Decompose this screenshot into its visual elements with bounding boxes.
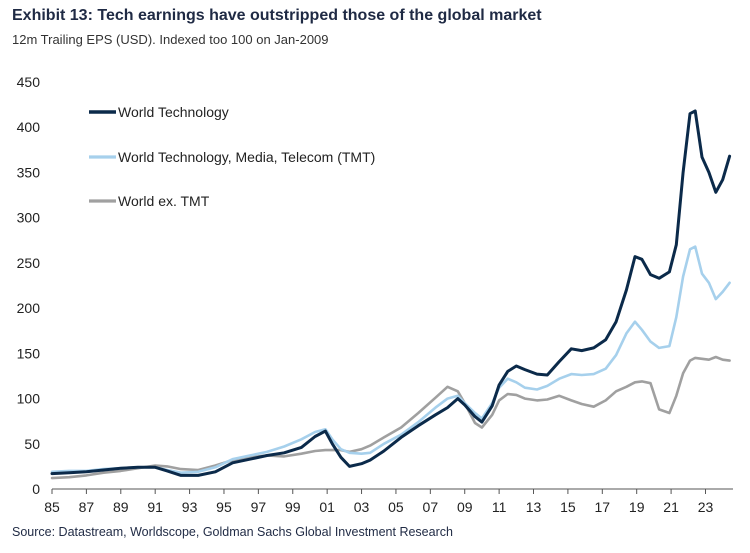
x-tick-label: 09 <box>457 499 473 515</box>
y-tick-label: 50 <box>24 436 40 452</box>
x-tick-label: 19 <box>629 499 645 515</box>
x-tick-label: 01 <box>319 499 335 515</box>
x-tick-label: 21 <box>663 499 679 515</box>
y-tick-label: 250 <box>17 255 41 271</box>
x-tick-label: 91 <box>147 499 163 515</box>
source-note: Source: Datastream, Worldscope, Goldman … <box>12 525 453 539</box>
x-tick-label: 17 <box>595 499 611 515</box>
chart-subtitle: 12m Trailing EPS (USD). Indexed too 100 … <box>12 32 329 47</box>
x-tick-label: 87 <box>79 499 95 515</box>
y-tick-label: 300 <box>17 210 41 226</box>
legend: World Technology World Technology, Media,… <box>89 104 375 209</box>
legend-label: World Technology, Media, Telecom (TMT) <box>118 149 375 165</box>
series-line-0 <box>50 109 732 477</box>
series-line-1 <box>50 245 731 474</box>
y-tick-label: 200 <box>17 300 41 316</box>
chart-title: Exhibit 13: Tech earnings have outstripp… <box>12 7 542 24</box>
x-tick-label: 85 <box>44 499 60 515</box>
x-tick-label: 93 <box>182 499 198 515</box>
x-tick-label: 99 <box>285 499 301 515</box>
x-tick-label: 03 <box>354 499 370 515</box>
y-tick-label: 100 <box>17 391 41 407</box>
x-tick-label: 07 <box>423 499 439 515</box>
legend-label: World ex. TMT <box>118 193 210 209</box>
x-tick-label: 11 <box>492 499 507 515</box>
y-tick-label: 400 <box>17 119 41 135</box>
x-tick-label: 05 <box>388 499 404 515</box>
y-tick-label: 350 <box>17 164 41 180</box>
y-tick-label: 450 <box>17 74 41 90</box>
x-tick-label: 13 <box>526 499 542 515</box>
legend-label: World Technology <box>118 104 229 120</box>
x-tick-label: 23 <box>698 499 714 515</box>
y-tick-label: 150 <box>17 345 41 361</box>
series-line-2 <box>50 355 731 480</box>
y-tick-label: 0 <box>32 481 40 497</box>
series-lines <box>50 109 732 480</box>
x-tick-label: 89 <box>113 499 129 515</box>
x-tick-label: 97 <box>251 499 267 515</box>
x-tick-label: 95 <box>216 499 232 515</box>
x-tick-label: 15 <box>560 499 576 515</box>
